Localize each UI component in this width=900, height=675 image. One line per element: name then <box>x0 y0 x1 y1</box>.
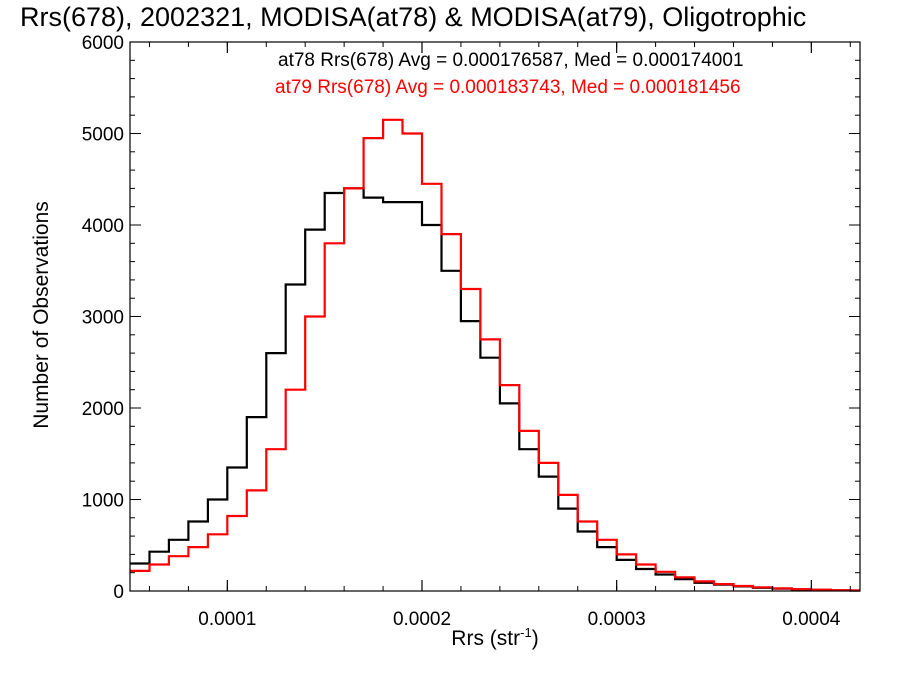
y-tick-label: 2000 <box>82 399 124 420</box>
x-tick-label: 0.0002 <box>393 609 451 630</box>
y-tick-label: 1000 <box>82 491 124 512</box>
series-line-at79 <box>130 118 860 592</box>
plot-frame <box>129 41 861 592</box>
x-tick-label: 0.0004 <box>782 609 841 630</box>
x-axis-label: Rrs (str-1) <box>451 625 538 651</box>
y-axis-label: Number of Observations <box>30 201 53 429</box>
series-line-at78 <box>130 187 860 592</box>
y-tick-label: 6000 <box>82 33 124 54</box>
legend-entry-at78: at78 Rrs(678) Avg = 0.000176587, Med = 0… <box>278 50 744 71</box>
legend-entry-at79: at79 Rrs(678) Avg = 0.000183743, Med = 0… <box>275 77 741 98</box>
x-axis-label-text: Rrs (str <box>451 627 521 650</box>
x-tick-label: 0.0001 <box>198 609 256 630</box>
y-tick-label: 3000 <box>82 308 124 329</box>
y-tick-label: 4000 <box>82 216 124 237</box>
y-tick-label: 0 <box>113 582 124 603</box>
y-tick-label: 5000 <box>82 125 124 146</box>
x-axis-label-close: ) <box>531 627 539 650</box>
x-tick-label: 0.0003 <box>588 609 646 630</box>
chart-title: Rrs(678), 2002321, MODISA(at78) & MODISA… <box>20 2 807 32</box>
x-axis-label-superscript: -1 <box>520 625 532 640</box>
